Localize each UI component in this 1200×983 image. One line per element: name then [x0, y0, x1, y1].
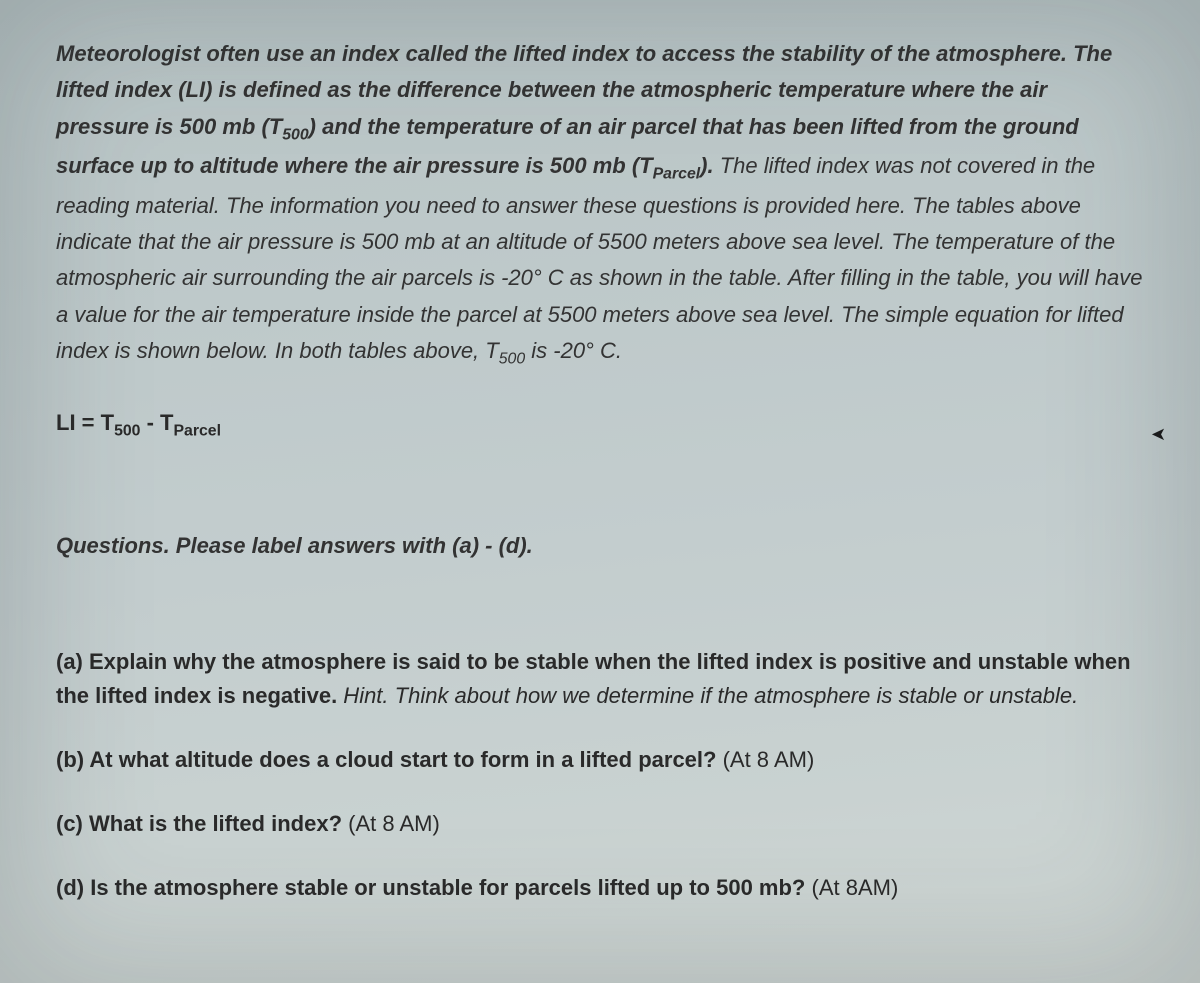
- question-b: (b) At what altitude does a cloud start …: [56, 743, 1144, 777]
- question-d-paren: (At 8AM): [805, 875, 898, 900]
- question-d-label: (d): [56, 875, 90, 900]
- question-b-paren: (At 8 AM): [716, 747, 814, 772]
- question-b-text: At what altitude does a cloud start to f…: [89, 747, 716, 772]
- questions-header: Questions. Please label answers with (a)…: [56, 533, 1144, 559]
- formula-sub-500: 500: [114, 423, 140, 440]
- intro-text-4: The lifted index was not covered in the …: [56, 153, 1143, 363]
- question-c: (c) What is the lifted index? (At 8 AM): [56, 807, 1144, 841]
- formula-mid: - T: [140, 410, 173, 435]
- question-c-paren: (At 8 AM): [342, 811, 440, 836]
- mouse-cursor-icon: ➤: [1151, 424, 1166, 445]
- intro-sub-500-1: 500: [282, 126, 308, 143]
- formula-line: LI = T500 - TParcel: [56, 410, 1144, 440]
- intro-text-3: ).: [700, 153, 713, 178]
- question-a: (a) Explain why the atmosphere is said t…: [56, 645, 1144, 713]
- question-d-text: Is the atmosphere stable or unstable for…: [90, 875, 805, 900]
- question-a-label: (a): [56, 649, 89, 674]
- question-c-text: What is the lifted index?: [89, 811, 342, 836]
- formula-sub-parcel: Parcel: [173, 423, 221, 440]
- question-d: (d) Is the atmosphere stable or unstable…: [56, 871, 1144, 905]
- intro-sub-500-2: 500: [499, 350, 525, 367]
- document-page: Meteorologist often use an index called …: [0, 0, 1200, 935]
- formula-lhs: LI = T: [56, 410, 114, 435]
- intro-paragraph: Meteorologist often use an index called …: [56, 36, 1144, 372]
- question-a-hint: Hint. Think about how we determine if th…: [337, 683, 1078, 708]
- intro-sub-parcel: Parcel: [653, 166, 701, 183]
- question-b-label: (b): [56, 747, 89, 772]
- intro-text-5: is -20° C.: [525, 338, 622, 363]
- question-c-label: (c): [56, 811, 89, 836]
